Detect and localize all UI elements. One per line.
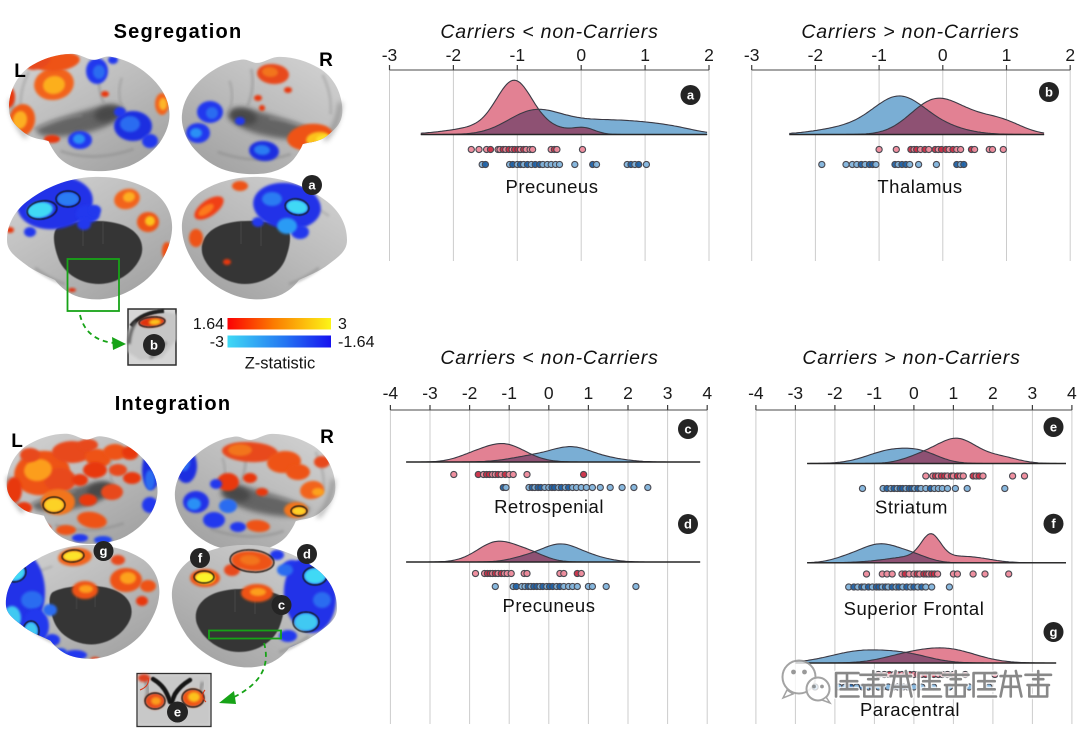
svg-text:-1: -1 bbox=[510, 45, 526, 65]
svg-text:2: 2 bbox=[623, 383, 633, 403]
svg-text:Integration: Integration bbox=[115, 393, 232, 415]
svg-text:f: f bbox=[1051, 516, 1056, 531]
svg-text:-3: -3 bbox=[788, 383, 804, 403]
svg-text:Paracentral: Paracentral bbox=[860, 699, 960, 720]
svg-text:1: 1 bbox=[584, 383, 594, 403]
svg-text:2: 2 bbox=[988, 383, 998, 403]
svg-text:-3: -3 bbox=[422, 383, 438, 403]
svg-text:L: L bbox=[11, 431, 23, 452]
svg-text:Superior Frontal: Superior Frontal bbox=[844, 598, 985, 619]
svg-text:-2: -2 bbox=[827, 383, 843, 403]
svg-text:Segregation: Segregation bbox=[114, 21, 243, 43]
svg-text:-1: -1 bbox=[871, 45, 887, 65]
svg-text:Thalamus: Thalamus bbox=[877, 176, 962, 197]
svg-text:L: L bbox=[14, 61, 26, 82]
svg-text:2: 2 bbox=[704, 45, 714, 65]
svg-text:Retrospenial: Retrospenial bbox=[494, 496, 604, 517]
svg-text:c: c bbox=[278, 598, 285, 613]
svg-text:-2: -2 bbox=[462, 383, 478, 403]
svg-text:-3: -3 bbox=[382, 45, 398, 65]
svg-text:g: g bbox=[1050, 625, 1058, 640]
svg-text:0: 0 bbox=[938, 45, 948, 65]
svg-text:4: 4 bbox=[1067, 383, 1077, 403]
svg-text:2: 2 bbox=[1065, 45, 1075, 65]
svg-text:0: 0 bbox=[576, 45, 586, 65]
svg-text:R: R bbox=[319, 50, 333, 71]
svg-text:-2: -2 bbox=[808, 45, 824, 65]
svg-text:0: 0 bbox=[544, 383, 554, 403]
svg-text:c: c bbox=[684, 422, 691, 437]
svg-text:Precuneus: Precuneus bbox=[503, 595, 596, 616]
svg-text:b: b bbox=[150, 338, 158, 353]
svg-text:-3: -3 bbox=[744, 45, 760, 65]
svg-text:1: 1 bbox=[949, 383, 959, 403]
svg-text:1: 1 bbox=[640, 45, 650, 65]
svg-text:3: 3 bbox=[338, 316, 347, 333]
svg-text:3: 3 bbox=[663, 383, 673, 403]
svg-text:Carriers > non-Carriers: Carriers > non-Carriers bbox=[801, 21, 1019, 43]
svg-text:R: R bbox=[320, 427, 334, 448]
svg-text:Z-statistic: Z-statistic bbox=[245, 355, 316, 373]
svg-text:4: 4 bbox=[702, 383, 712, 403]
svg-text:0: 0 bbox=[909, 383, 919, 403]
svg-text:Striatum: Striatum bbox=[875, 497, 948, 518]
svg-text:-4: -4 bbox=[383, 383, 399, 403]
svg-text:3: 3 bbox=[1028, 383, 1038, 403]
svg-text:e: e bbox=[174, 705, 181, 720]
svg-text:Carriers > non-Carriers: Carriers > non-Carriers bbox=[802, 347, 1020, 369]
svg-text:-1.64: -1.64 bbox=[338, 334, 375, 351]
svg-text:-1: -1 bbox=[867, 383, 883, 403]
svg-text:a: a bbox=[308, 178, 316, 193]
svg-text:Carriers < non-Carriers: Carriers < non-Carriers bbox=[440, 21, 658, 43]
svg-text:d: d bbox=[684, 517, 692, 532]
svg-text:Precuneus: Precuneus bbox=[506, 176, 599, 197]
svg-text:-2: -2 bbox=[446, 45, 462, 65]
svg-text:f: f bbox=[198, 551, 203, 566]
svg-text:a: a bbox=[687, 88, 695, 103]
svg-text:-1: -1 bbox=[501, 383, 517, 403]
svg-text:1: 1 bbox=[1002, 45, 1012, 65]
svg-text:-4: -4 bbox=[748, 383, 764, 403]
svg-text:b: b bbox=[1045, 85, 1053, 100]
svg-text:d: d bbox=[303, 547, 311, 562]
svg-text:-3: -3 bbox=[210, 334, 224, 351]
svg-text:Carriers < non-Carriers: Carriers < non-Carriers bbox=[440, 347, 658, 369]
svg-text:g: g bbox=[100, 544, 108, 559]
svg-text:1.64: 1.64 bbox=[193, 316, 224, 333]
svg-text:e: e bbox=[1050, 420, 1057, 435]
